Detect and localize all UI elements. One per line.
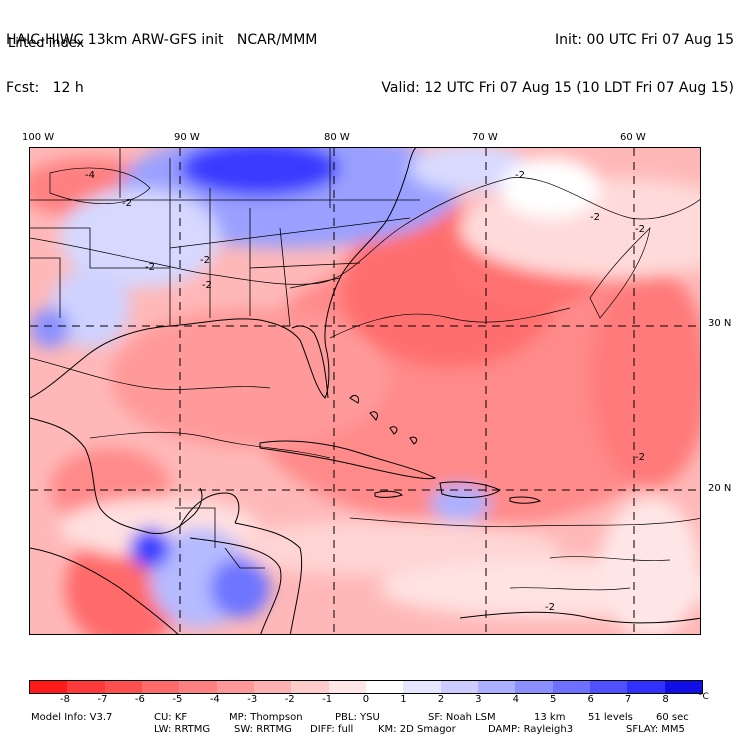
- colorbar-tick-label: -2: [284, 694, 295, 705]
- contour-label: -2: [590, 212, 600, 223]
- colorbar-swatch: [328, 681, 366, 693]
- lat-lon-grid: [30, 148, 700, 634]
- lon-label-100w: 100 W: [22, 132, 55, 143]
- valid-time: Valid: 12 UTC Fri 07 Aug 15 (10 LDT Fri …: [381, 80, 734, 96]
- colorbar-swatch: [141, 681, 180, 693]
- contours: [30, 167, 700, 591]
- footer-sw: SW: RRTMG: [234, 724, 292, 735]
- colorbar-tick-label: -3: [247, 694, 258, 705]
- footer-model-info: Model Info: V3.7: [31, 712, 113, 723]
- colorbar-tick-label: -1: [322, 694, 333, 705]
- colorbar-tick-label: 4: [512, 694, 519, 705]
- footer-sf: SF: Noah LSM: [428, 712, 496, 723]
- contour-label: -4: [85, 170, 95, 181]
- colorbar-swatch: [216, 681, 254, 693]
- colorbar-tick-label: 7: [624, 694, 632, 705]
- colorbar-swatch: [365, 681, 404, 693]
- header-right: Init: 00 UTC Fri 07 Aug 15 Valid: 12 UTC…: [381, 0, 734, 112]
- contour-label: -2: [545, 602, 555, 613]
- model-title: HAIC-HIWC 13km ARW-GFS init NCAR/MMM: [6, 32, 318, 48]
- header-left: HAIC-HIWC 13km ARW-GFS init NCAR/MMM Fcs…: [6, 0, 317, 112]
- lat-label-20n: 20 N: [708, 483, 732, 494]
- lat-label-30n: 30 N: [708, 318, 732, 329]
- colorbar-tick-label: 5: [550, 694, 557, 705]
- colorbar: [29, 680, 703, 694]
- contour-label: -2: [200, 255, 210, 266]
- footer-res: 13 km: [534, 712, 566, 723]
- colorbar-swatch: [30, 681, 68, 693]
- field-name: Lifted index: [8, 36, 85, 51]
- lon-label-60w: 60 W: [620, 132, 646, 143]
- contour-label: -2: [635, 224, 645, 235]
- colorbar-swatch: [403, 681, 441, 693]
- colorbar-tick-label: 2: [437, 694, 445, 705]
- colorbar-tick-label: -6: [134, 694, 145, 705]
- colorbar-swatch: [552, 681, 590, 693]
- init-time: Init: 00 UTC Fri 07 Aug 15: [554, 32, 734, 48]
- contour-label: -2: [145, 262, 155, 273]
- footer-km: KM: 2D Smagor: [378, 724, 456, 735]
- colorbar-tick-label: -7: [97, 694, 108, 705]
- footer-timestep: 60 sec: [656, 712, 689, 723]
- colorbar-swatch: [477, 681, 516, 693]
- colorbar-tick-label: 8: [662, 694, 669, 705]
- contour-label-layer: -4 -2 -2 -2 -2 -2 -2 -2 -2 -2: [85, 170, 645, 613]
- colorbar-tick-label: -8: [60, 694, 71, 705]
- footer-mp: MP: Thompson: [229, 712, 303, 723]
- footer-pbl: PBL: YSU: [335, 712, 380, 723]
- lon-label-70w: 70 W: [472, 132, 498, 143]
- footer-sflay: SFLAY: MM5: [626, 724, 685, 735]
- field-shading: [30, 148, 700, 634]
- colorbar-swatch: [627, 681, 665, 693]
- colorbar-swatch: [440, 681, 478, 693]
- colorbar-swatch: [67, 681, 105, 693]
- colorbar-swatch: [515, 681, 553, 693]
- lifted-index-map: -4 -2 -2 -2 -2 -2 -2 -2 -2 -2: [29, 147, 701, 635]
- forecast-hour: Fcst: 12 h: [6, 80, 84, 96]
- colorbar-tick-label: 3: [475, 694, 482, 705]
- coastlines: [30, 148, 700, 634]
- colorbar-swatch: [291, 681, 329, 693]
- footer-cu: CU: KF: [154, 712, 188, 723]
- colorbar-swatch: [589, 681, 628, 693]
- contour-label: -2: [515, 170, 525, 181]
- colorbar-unit: °C: [698, 692, 709, 702]
- colorbar-tick-label: 1: [400, 694, 407, 705]
- lon-label-80w: 80 W: [324, 132, 350, 143]
- colorbar-tick-label: -4: [209, 694, 220, 705]
- colorbar-tick-label: -5: [172, 694, 183, 705]
- colorbar-swatch: [179, 681, 217, 693]
- map-svg: -4 -2 -2 -2 -2 -2 -2 -2 -2 -2: [30, 148, 700, 634]
- colorbar-swatch: [253, 681, 292, 693]
- colorbar-tick-label: 6: [587, 694, 594, 705]
- colorbar-swatch: [664, 681, 702, 693]
- lon-label-90w: 90 W: [174, 132, 200, 143]
- footer-damp: DAMP: Rayleigh3: [488, 724, 574, 735]
- colorbar-tick-label: 0: [362, 694, 370, 705]
- contour-label: -2: [122, 198, 132, 209]
- footer-lw: LW: RRTMG: [154, 724, 211, 735]
- footer-levels: 51 levels: [588, 712, 633, 723]
- colorbar-swatch: [104, 681, 142, 693]
- footer-diff: DIFF: full: [310, 724, 354, 735]
- contour-label: -2: [202, 280, 212, 291]
- contour-label: -2: [635, 452, 645, 463]
